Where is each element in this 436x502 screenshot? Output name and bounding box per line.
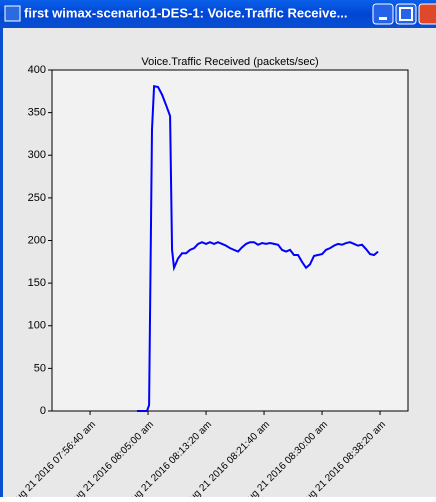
y-tick-label: 200 (28, 234, 46, 246)
y-tick-label: 100 (28, 320, 46, 332)
y-tick-label: 300 (28, 149, 46, 161)
maximize-icon (399, 7, 413, 21)
chart-title: Voice.Traffic Received (packets/sec) (141, 56, 318, 68)
y-tick-label: 250 (28, 192, 46, 204)
minimize-button[interactable] (372, 3, 394, 25)
title-bar (0, 0, 436, 28)
y-tick-label: 350 (28, 107, 46, 119)
close-button[interactable] (418, 3, 436, 25)
y-tick-label: 0 (40, 405, 46, 417)
y-tick-label: 400 (28, 64, 46, 76)
window-title: first wimax-scenario1-DES-1: Voice.Traff… (24, 5, 347, 20)
y-tick-label: 150 (28, 277, 46, 289)
plot-area (51, 69, 409, 412)
minimize-icon (379, 17, 387, 20)
data-line (137, 84, 379, 412)
y-tick-label: 50 (34, 362, 46, 374)
window-icon (4, 5, 21, 22)
